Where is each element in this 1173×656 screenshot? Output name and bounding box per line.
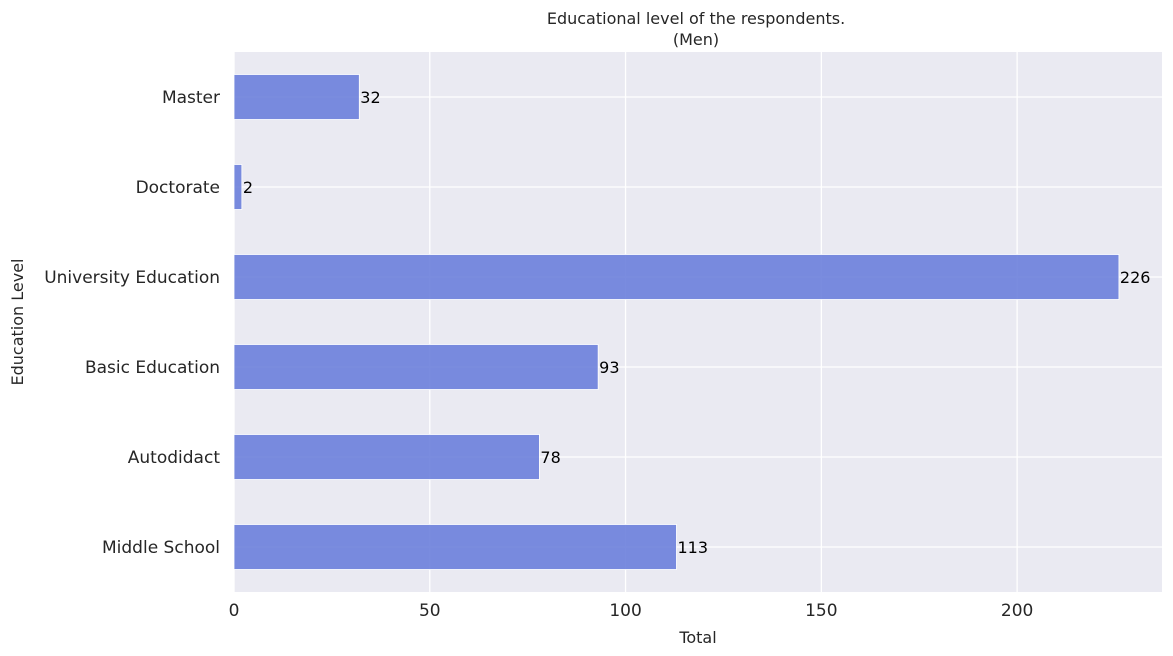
- bar-data-label: 78: [540, 448, 560, 467]
- bar: [233, 74, 360, 120]
- bar-data-label: 226: [1120, 268, 1151, 287]
- bar-data-label: 93: [599, 358, 619, 377]
- y-tick-label: Middle School: [102, 538, 220, 558]
- x-tick-labels: 0 50 100 150 200: [229, 601, 1034, 621]
- x-tick-label: 0: [229, 601, 240, 621]
- x-tick-label: 150: [805, 601, 837, 621]
- y-tick-label: Basic Education: [85, 358, 220, 378]
- y-axis-label: Education Level: [8, 259, 27, 386]
- y-tick-labels: Middle School Autodidact Basic Education Un…: [44, 88, 220, 558]
- bar: [233, 164, 243, 210]
- bar-data-label: 113: [677, 538, 708, 557]
- bar: [233, 524, 677, 570]
- bar: [233, 344, 599, 390]
- bar-data-label: 2: [243, 178, 253, 197]
- y-tick-label: University Education: [44, 268, 220, 288]
- bars: [233, 74, 1120, 570]
- y-tick-label: Master: [162, 88, 220, 108]
- chart-title-line-2: (Men): [673, 30, 719, 49]
- bar: [233, 434, 540, 480]
- x-tick-label: 100: [609, 601, 641, 621]
- chart-title-line-1: Educational level of the respondents.: [547, 9, 845, 28]
- bar-data-label: 32: [360, 88, 380, 107]
- y-tick-label: Autodidact: [128, 448, 221, 468]
- x-axis-label: Total: [678, 628, 716, 647]
- x-tick-label: 50: [419, 601, 441, 621]
- y-tick-label: Doctorate: [136, 178, 220, 198]
- data-labels: 113 78 93 226 2 32: [243, 88, 1151, 557]
- x-tick-label: 200: [1001, 601, 1033, 621]
- plot-area: [234, 52, 1162, 592]
- bar: [233, 254, 1120, 300]
